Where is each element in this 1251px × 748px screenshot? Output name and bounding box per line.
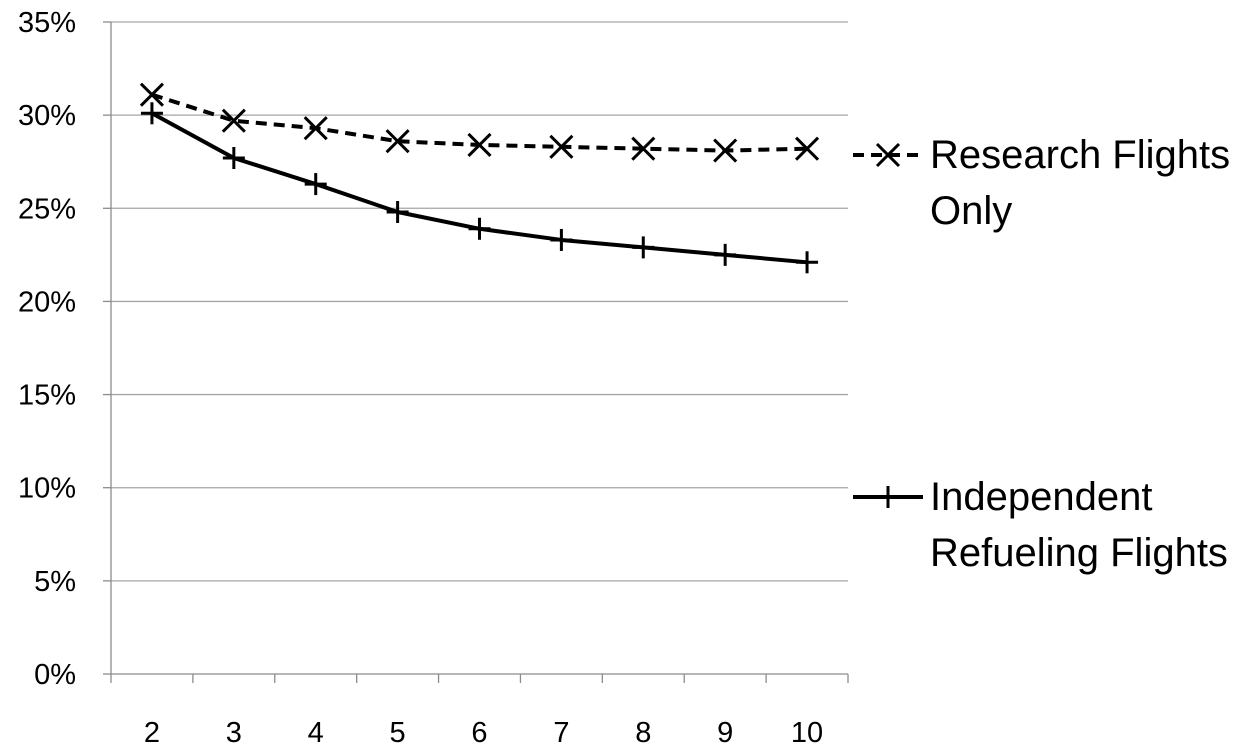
x-tick-label: 6 [471,717,487,748]
series-line [151,92,808,153]
legend-label: Research Flights [930,133,1230,177]
data-point [632,236,655,259]
legend-label: Independent [930,475,1152,519]
x-tick-label: 4 [308,717,324,748]
series-1 [139,82,820,163]
data-point [714,243,737,266]
x-tick-label: 8 [635,717,651,748]
legend-entry: Research Flights Only [853,133,1230,233]
data-point [550,228,573,251]
legend-label: Only [930,189,1012,233]
axes: 0% 5% 10% 15% 20% 25% 30% 35% 2 3 4 5 6 7 8 9 10 [18,7,849,748]
legend: Research Flights Only Independent Refueling… [853,133,1230,575]
data-point [385,129,410,154]
data-point [303,116,328,141]
data-point [304,173,327,196]
series-line [150,111,808,265]
data-point [139,82,165,107]
data-point [794,136,820,161]
y-tick-label: 10% [18,473,76,505]
legend-entry: Independent Refueling Flights [853,475,1228,575]
y-tick-label: 30% [18,100,76,132]
x-tick-label: 5 [390,717,406,748]
data-point [222,146,245,169]
data-point [221,108,246,133]
data-point [796,251,819,274]
x-tick-label: 10 [791,717,823,748]
data-point [468,217,491,240]
data-point [549,134,574,159]
x-tick-label: 9 [717,717,733,748]
data-point [467,132,492,158]
data-point [140,102,163,125]
series-2 [140,102,819,274]
y-tick-label: 0% [34,659,76,691]
y-tick-label: 20% [18,286,76,318]
y-tick-label: 15% [18,380,76,412]
data-point [386,201,409,224]
gridlines [111,21,848,582]
legend-marker [875,142,901,168]
legend-label: Refueling Flights [930,531,1228,575]
x-tick-label: 7 [553,717,569,748]
data-point [631,136,656,161]
x-tick-label: 2 [144,717,160,748]
x-tick-label: 3 [226,717,242,748]
y-tick-label: 35% [18,7,76,39]
legend-marker [877,486,899,508]
y-tick-label: 5% [34,566,76,598]
series-layer [139,82,820,274]
y-tick-label: 25% [18,193,76,225]
data-point [713,138,738,163]
